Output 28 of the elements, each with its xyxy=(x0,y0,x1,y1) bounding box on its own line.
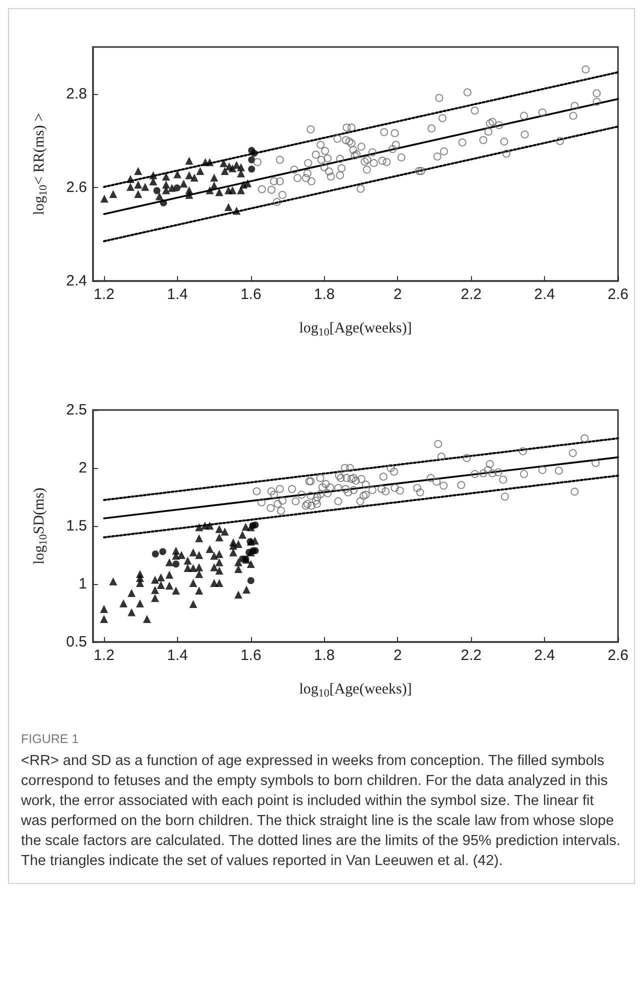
caption: FIGURE 1 xyxy=(21,731,80,748)
x-tick-label: 2.2 xyxy=(460,647,482,664)
text: <RR> and SD as a function of age expressed in weeks from conception. The filled symbols correspond to fetuses and the empty symbols to born children. For the data analyzed in this work, the error associated with each point is included within the symbol size. The linear fit was performed on the born children. The thick straight line is the scale law from whose slope the scale factors are calculated. The dotted lines are the limits of the 95% prediction intervals. The triangles indicate the set of values reported in Van Leeuwen et al. (42). xyxy=(21,752,622,871)
x-tick-label: 2.2 xyxy=(460,286,482,303)
y-tick-label: 2.4 xyxy=(66,272,87,290)
y-tick-label: 2.6 xyxy=(66,178,87,196)
x-tick-label: 1.6 xyxy=(240,286,262,303)
x-tick-label: 1.6 xyxy=(240,647,262,664)
y-tick-label: 2.5 xyxy=(66,402,87,418)
y-tick-label: 1 xyxy=(78,576,87,592)
x-tick-label: 1.4 xyxy=(167,647,188,664)
y-tick-label: 2 xyxy=(78,460,87,476)
x-tick-label: 2.4 xyxy=(534,286,556,303)
y-axis-title: log10< RR(ms) > xyxy=(32,112,50,216)
x-tick-label: 1.2 xyxy=(94,647,114,664)
y-tick-label: 0.5 xyxy=(66,634,87,650)
x-tick-label: 1.8 xyxy=(314,647,335,664)
x-tick-label: 2.6 xyxy=(608,286,628,303)
y-tick-label: 1.5 xyxy=(66,518,87,534)
x-tick-label: 2.4 xyxy=(534,647,556,664)
x-tick-label: 1.8 xyxy=(314,286,335,303)
x-tick-label: 2 xyxy=(394,647,402,664)
x-tick-label: 1.2 xyxy=(94,286,114,303)
y-axis-title: log10SD(ms) xyxy=(32,488,50,564)
y-tick-label: 2.8 xyxy=(66,85,87,102)
x-tick-label: 2 xyxy=(394,286,402,303)
x-tick-label: 1.4 xyxy=(167,286,188,303)
x-tick-label: 2.6 xyxy=(608,647,628,664)
